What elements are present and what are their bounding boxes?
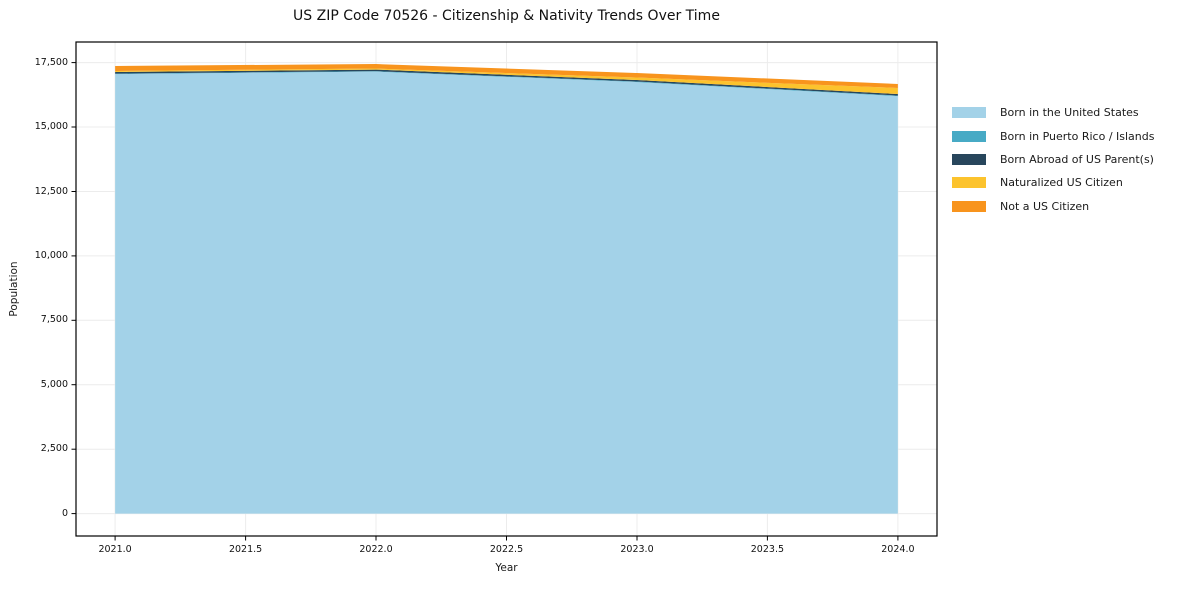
y-tick-label: 10,000 <box>34 249 68 261</box>
y-tick-label: 5,000 <box>40 378 68 390</box>
area-born-in-the-united-states <box>115 71 898 514</box>
legend-item: Born in Puerto Rico / Islands <box>952 124 1154 147</box>
area-not-a-us-citizen <box>115 64 898 88</box>
legend-label: Born in the United States <box>1000 106 1139 120</box>
x-tick-label: 2021.5 <box>228 544 263 555</box>
y-tick-label: 0 <box>61 507 68 519</box>
x-tick-label: 2023.5 <box>750 544 785 555</box>
legend-item: Born Abroad of US Parent(s) <box>952 148 1154 171</box>
y-tick-label: 15,000 <box>34 121 68 132</box>
area-naturalized-us-citizen <box>115 68 898 95</box>
y-tick-label: 17,500 <box>34 56 68 68</box>
legend-swatch <box>952 200 986 212</box>
area-born-abroad-of-us-parent-s <box>115 69 898 96</box>
x-tick-label: 2023.0 <box>620 544 654 555</box>
legend-swatch <box>952 130 986 142</box>
y-tick-label: 12,500 <box>34 185 68 197</box>
legend-item: Not a US Citizen <box>952 195 1154 218</box>
x-tick-label: 2022.0 <box>359 544 393 555</box>
x-tick-label: 2021.0 <box>98 544 132 555</box>
legend-item: Born in the United States <box>952 101 1154 124</box>
legend: Born in the United States Born in Puerto … <box>952 101 1154 218</box>
legend-label: Naturalized US Citizen <box>1000 176 1123 190</box>
legend-swatch <box>952 107 986 119</box>
y-tick-label: 7,500 <box>40 314 68 326</box>
legend-label: Born in Puerto Rico / Islands <box>1000 129 1155 143</box>
legend-item: Naturalized US Citizen <box>952 171 1154 194</box>
y-tick-label: 2,500 <box>40 443 68 455</box>
legend-swatch <box>952 153 986 165</box>
x-tick-label: 2024.0 <box>881 544 915 555</box>
x-tick-label: 2022.5 <box>489 544 524 555</box>
legend-swatch <box>952 177 986 189</box>
x-axis-label: Year <box>495 562 518 574</box>
chart-title: US ZIP Code 70526 - Citizenship & Nativi… <box>293 8 720 24</box>
legend-label: Not a US Citizen <box>1000 199 1090 213</box>
legend-label: Born Abroad of US Parent(s) <box>1000 152 1154 166</box>
